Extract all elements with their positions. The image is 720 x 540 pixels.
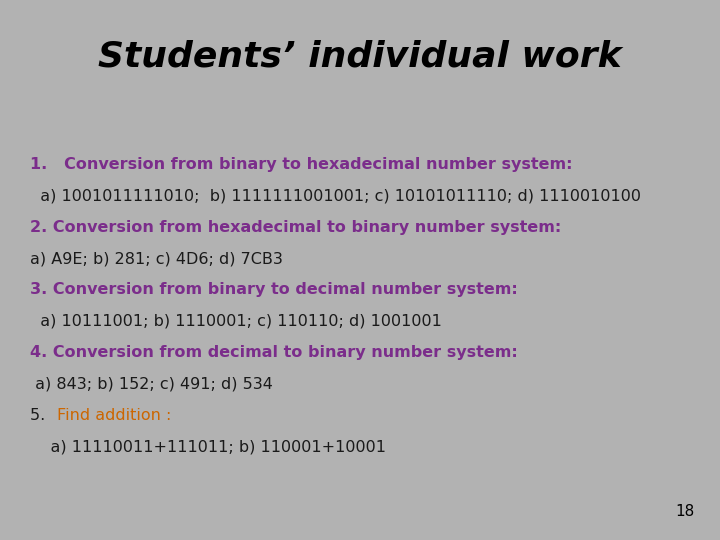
Text: 4. Conversion from decimal to binary number system:: 4. Conversion from decimal to binary num… (30, 345, 518, 360)
Text: a) 843; b) 152; c) 491; d) 534: a) 843; b) 152; c) 491; d) 534 (30, 376, 273, 392)
Text: 2. Conversion from hexadecimal to binary number system:: 2. Conversion from hexadecimal to binary… (30, 220, 562, 235)
Text: Find addition :: Find addition : (57, 408, 171, 423)
Text: 1.   Conversion from binary to hexadecimal number system:: 1. Conversion from binary to hexadecimal… (30, 157, 572, 172)
Text: 5.: 5. (30, 408, 50, 423)
Text: a) 11110011+111011; b) 110001+10001: a) 11110011+111011; b) 110001+10001 (30, 439, 386, 454)
Text: 18: 18 (675, 504, 695, 519)
Text: 3. Conversion from binary to decimal number system:: 3. Conversion from binary to decimal num… (30, 282, 518, 298)
Text: Students’ individual work: Students’ individual work (98, 40, 622, 73)
Text: a) 10111001; b) 1110001; c) 110110; d) 1001001: a) 10111001; b) 1110001; c) 110110; d) 1… (30, 314, 442, 329)
Text: a) A9E; b) 281; c) 4D6; d) 7CB3: a) A9E; b) 281; c) 4D6; d) 7CB3 (30, 251, 283, 266)
Text: a) 1001011111010;  b) 1111111001001; c) 10101011110; d) 1110010100: a) 1001011111010; b) 1111111001001; c) 1… (30, 188, 642, 204)
